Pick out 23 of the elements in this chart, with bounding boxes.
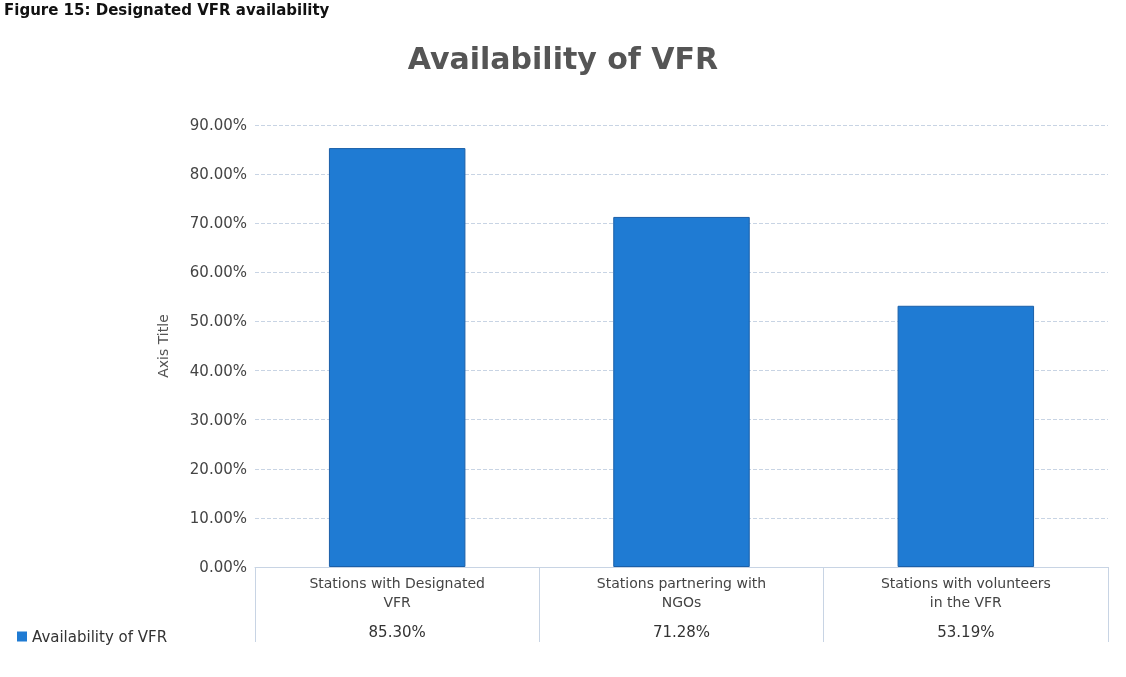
bar xyxy=(613,216,750,567)
data-label: 71.28% xyxy=(652,623,711,641)
y-tick-label: 30.00% xyxy=(189,410,247,429)
data-label: 85.30% xyxy=(368,623,426,641)
bar xyxy=(328,148,466,567)
y-tick-label: 10.00% xyxy=(189,508,247,527)
y-axis-title: Axis Title xyxy=(155,314,171,378)
chart-title: Availability of VFR xyxy=(407,40,719,76)
y-tick-label: 40.00% xyxy=(189,361,247,380)
y-tick-label: 90.00% xyxy=(189,116,247,134)
bar xyxy=(897,305,1035,567)
y-tick-label: 70.00% xyxy=(189,214,247,233)
y-tick-label: 0.00% xyxy=(199,558,247,576)
y-tick-label: 80.00% xyxy=(189,165,247,184)
x-tick-label: Stations with volunteers in the VFR xyxy=(880,574,1051,610)
x-tick-label: Stations partnering with NGOs xyxy=(596,574,767,610)
caption: Figure 15: Designated VFR availability xyxy=(4,0,330,19)
x-tick-label: Stations with Designated VFR xyxy=(309,574,485,610)
data-label: 53.19% xyxy=(937,623,995,641)
y-tick-label: 20.00% xyxy=(189,459,247,478)
legend-label: Availability of VFR xyxy=(32,627,168,646)
y-tick-label: 60.00% xyxy=(189,263,247,282)
y-tick-label: 50.00% xyxy=(189,312,247,331)
